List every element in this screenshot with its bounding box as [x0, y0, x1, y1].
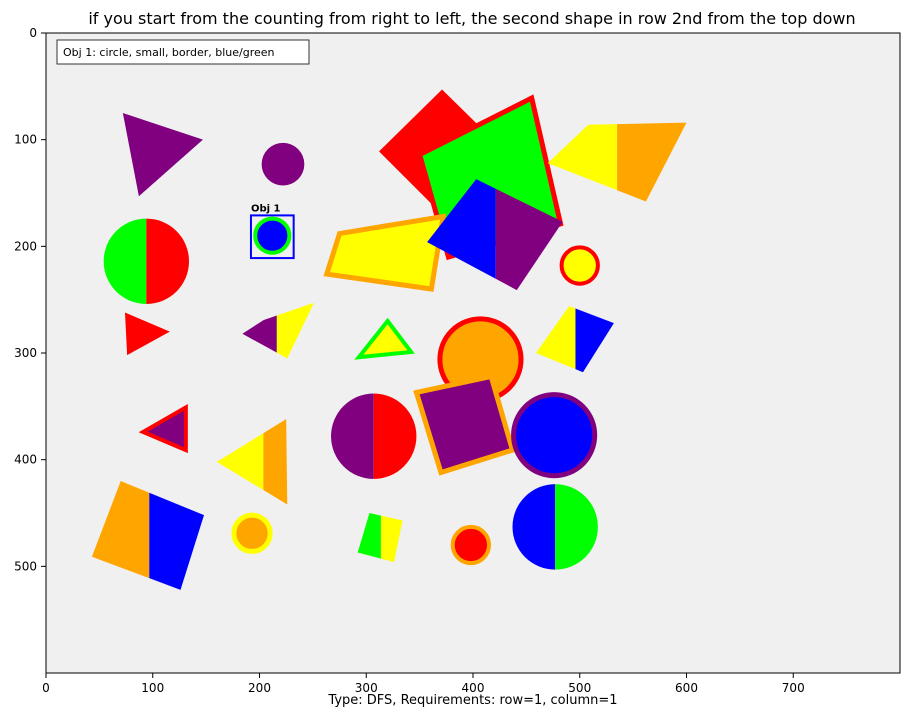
- x-tick-label: 200: [248, 681, 271, 695]
- shapes-layer: [91, 89, 687, 590]
- shape-17-split-triangle: [216, 419, 288, 505]
- shape-18-split-circle: [331, 393, 417, 479]
- annotation-layer: Obj 1: [249, 203, 295, 260]
- shape-19-polygon: [413, 373, 516, 476]
- footer-text: Type: DFS, Requirements: row=1, column=1: [327, 693, 617, 708]
- chart-title: if you start from the counting from righ…: [88, 9, 855, 28]
- shape-22-circle: [231, 512, 273, 554]
- x-axis: 0 100 200 300 400 500 600 700: [42, 673, 805, 695]
- legend-box: Obj 1: circle, small, border, blue/green: [56, 39, 310, 65]
- shape-24-circle: [450, 524, 492, 566]
- shape-13-triangle: [354, 317, 415, 360]
- shape-21-split-polygon: [91, 481, 204, 590]
- y-tick-label: 400: [14, 453, 37, 467]
- annotation-box: [249, 214, 295, 260]
- shape-8-polygon: [323, 213, 447, 292]
- shape-9-split-polygon: [427, 179, 563, 291]
- shape-2-circle: [261, 142, 305, 186]
- shape-15-split-polygon: [535, 306, 614, 373]
- x-tick-label: 0: [42, 681, 50, 695]
- shape-11-triangle: [124, 312, 170, 356]
- shape-20-circle: [511, 392, 598, 479]
- y-tick-label: 200: [14, 239, 37, 253]
- y-axis: 0 100 200 300 400 500: [14, 26, 46, 573]
- shape-10-circle: [559, 245, 600, 286]
- x-tick-label: 600: [675, 681, 698, 695]
- y-tick-label: 500: [14, 559, 37, 573]
- shape-23-split-polygon: [357, 513, 403, 563]
- shape-12-split-polygon: [242, 302, 314, 359]
- y-tick-label: 100: [14, 133, 37, 147]
- shape-6-split-circle: [103, 218, 190, 304]
- shape-25-split-circle: [512, 484, 598, 570]
- x-tick-label: 500: [568, 681, 591, 695]
- x-tick-label: 100: [141, 681, 164, 695]
- y-tick-label: 300: [14, 346, 37, 360]
- x-tick-label: 300: [355, 681, 378, 695]
- shape-16-triangle: [138, 403, 188, 454]
- shape-7-circle: [253, 216, 292, 255]
- legend-text: Obj 1: circle, small, border, blue/green: [63, 46, 275, 59]
- shape-5-split-polygon: [547, 122, 687, 202]
- y-tick-label: 0: [29, 26, 37, 40]
- x-tick-label: 700: [782, 681, 805, 695]
- shape-1-triangle: [122, 113, 203, 197]
- annotation-label: Obj 1: [251, 203, 281, 214]
- x-tick-label: 400: [462, 681, 485, 695]
